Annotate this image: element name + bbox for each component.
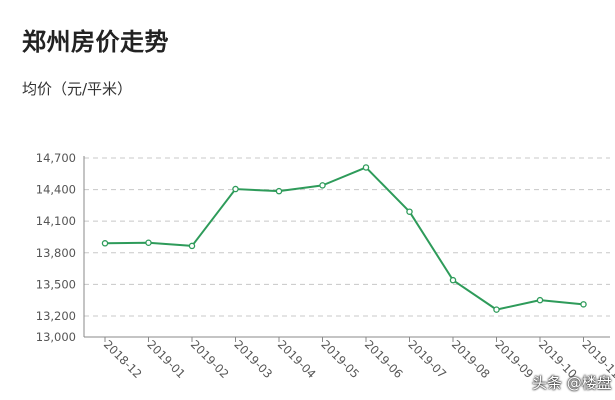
x-tick-label: 2019-01 <box>144 337 188 381</box>
x-tick-label: 2019-02 <box>188 337 232 381</box>
y-axis-label: 均价（元/平米） <box>22 80 133 98</box>
y-tick-label: 13,800 <box>36 246 76 260</box>
y-tick-label: 13,200 <box>36 309 76 323</box>
x-tick-label: 2019-05 <box>318 337 362 381</box>
y-tick-label: 14,700 <box>36 151 76 165</box>
data-point <box>232 185 239 193</box>
watermark: 头条 @楼盘 <box>532 374 612 392</box>
data-point <box>145 239 152 247</box>
x-tick-label: 2019-08 <box>449 337 493 381</box>
data-point <box>319 182 326 189</box>
y-tick-label: 14,100 <box>36 214 76 228</box>
y-tick-label: 14,400 <box>36 183 76 197</box>
x-tick-label: 2019-04 <box>275 337 319 381</box>
data-point <box>101 240 109 247</box>
data-point <box>449 276 457 284</box>
data-point <box>406 208 413 215</box>
x-tick-label: 2019-09 <box>492 337 536 381</box>
x-tick-label: 2018-12 <box>101 337 145 381</box>
chart-title: 郑州房价走势 <box>22 28 169 56</box>
data-point <box>580 301 587 308</box>
x-tick-label: 2019-06 <box>362 337 406 381</box>
data-point <box>493 306 500 313</box>
data-point <box>188 242 196 250</box>
data-point <box>362 164 370 171</box>
x-tick-label: 2019-07 <box>405 337 449 381</box>
x-tick-label: 2019-03 <box>231 337 275 381</box>
data-point <box>275 187 283 195</box>
series-line <box>104 166 584 311</box>
data-point <box>536 296 544 304</box>
y-tick-label: 13,500 <box>36 277 76 291</box>
y-tick-label: 13,000 <box>36 330 76 344</box>
